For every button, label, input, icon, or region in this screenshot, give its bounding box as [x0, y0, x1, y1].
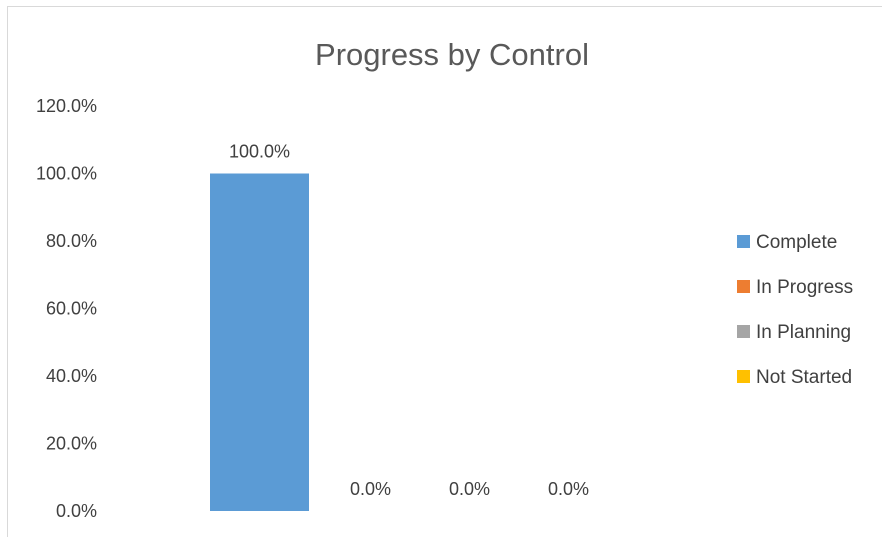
legend: Complete In Progress In Planning Not Starte…: [737, 232, 853, 388]
legend-label: In Progress: [756, 277, 853, 298]
legend-label: Complete: [756, 232, 837, 253]
data-label: 0.0%: [350, 479, 391, 499]
y-tick-label: 80.0%: [46, 231, 97, 251]
bar-complete: [210, 173, 309, 511]
bars: [210, 173, 309, 511]
y-tick-label: 100.0%: [36, 164, 97, 184]
legend-swatch: [737, 325, 750, 338]
data-label: 0.0%: [449, 479, 490, 499]
legend-label: In Planning: [756, 322, 851, 343]
chart-title: Progress by Control: [315, 37, 589, 72]
legend-swatch: [737, 235, 750, 248]
y-tick-label: 120.0%: [36, 96, 97, 116]
chart-frame: [7, 6, 882, 537]
legend-swatch: [737, 370, 750, 383]
legend-swatch: [737, 280, 750, 293]
data-label: 0.0%: [548, 479, 589, 499]
y-tick-label: 40.0%: [46, 366, 97, 386]
y-tick-label: 20.0%: [46, 434, 97, 454]
y-tick-label: 60.0%: [46, 299, 97, 319]
data-label: 100.0%: [229, 142, 290, 162]
y-axis: 0.0% 20.0% 40.0% 60.0% 80.0% 100.0% 120.0%: [36, 96, 97, 521]
data-labels: 100.0% 0.0% 0.0% 0.0%: [229, 142, 589, 500]
legend-label: Not Started: [756, 367, 852, 388]
y-tick-label: 0.0%: [56, 501, 97, 521]
